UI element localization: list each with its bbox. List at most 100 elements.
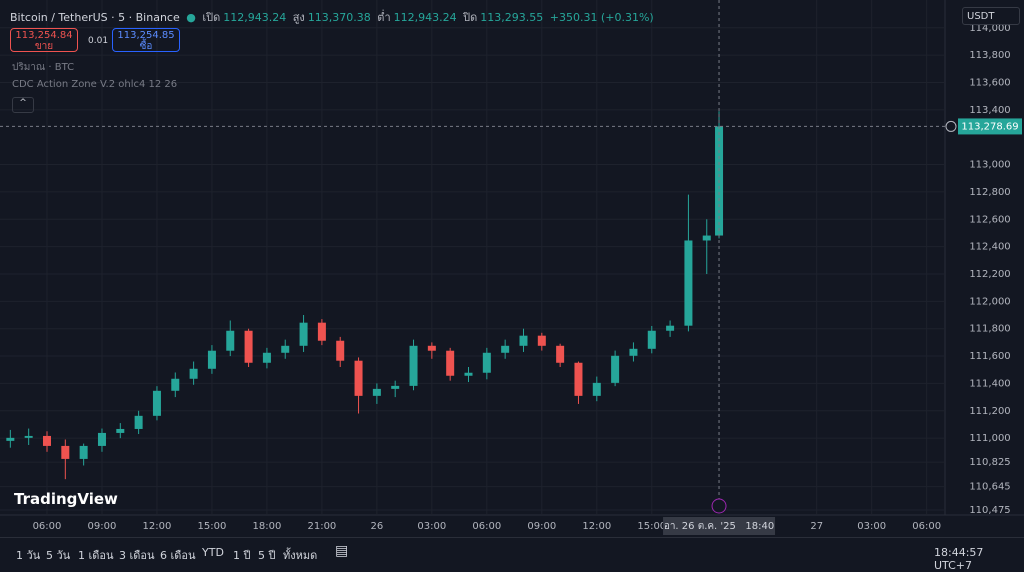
high-value: 113,370.38: [307, 11, 371, 24]
y-tick-label: 110,645: [969, 482, 1010, 493]
range-button[interactable]: YTD: [202, 546, 224, 559]
crosshair-label-box: [663, 517, 776, 535]
candle-body: [171, 378, 180, 391]
candle-body: [244, 330, 253, 363]
low-label: ต่ำ: [377, 11, 391, 24]
bottom-toolbar: 1 วัน 5 วัน 1 เดือน 3 เดือน 6 เดือน YTD …: [0, 537, 1024, 572]
x-tick-label: 21:00: [307, 521, 336, 532]
candle-body: [42, 435, 51, 446]
candle-body: [6, 437, 15, 441]
date-range-icon[interactable]: ▤: [335, 543, 349, 559]
open-value: 112,943.24: [223, 11, 287, 24]
event-marker: [711, 498, 727, 514]
close-label: ปิด: [463, 11, 478, 24]
candle-body: [336, 340, 345, 361]
range-button[interactable]: 1 เดือน: [78, 549, 114, 562]
candle-body: [226, 330, 235, 351]
logo: TradingView: [14, 490, 118, 508]
candle-body: [537, 335, 546, 346]
buy-label: ซื้อ: [139, 41, 153, 52]
range-button[interactable]: 3 เดือน: [119, 549, 155, 562]
symbol[interactable]: Bitcoin / TetherUS · 5 · Binance: [10, 11, 180, 24]
y-tick-label: 114,000: [969, 23, 1010, 34]
cdc-indicator[interactable]: CDC Action Zone V.2 ohlc4 12 26: [12, 79, 178, 90]
y-tick-label: 113,800: [969, 50, 1010, 61]
candle-body: [116, 428, 125, 433]
sell-price: 113,254.84: [15, 30, 73, 41]
x-tick-label: 09:00: [88, 521, 117, 532]
close-value: 113,293.55: [480, 11, 544, 24]
candle-body: [391, 385, 400, 389]
candle-body: [702, 235, 711, 241]
buy-price: 113,254.85: [117, 30, 175, 41]
spread: 0.01: [88, 36, 109, 46]
y-tick-label: 112,600: [969, 214, 1010, 225]
y-tick-label: 112,800: [969, 187, 1010, 198]
sell-label: ขาย: [34, 41, 54, 52]
y-tick-label: 112,200: [969, 269, 1010, 280]
low-value: 112,943.24: [393, 11, 457, 24]
y-tick-label: 112,400: [969, 242, 1010, 253]
y-tick-label: 110,475: [969, 505, 1010, 516]
candle-body: [464, 372, 473, 376]
candle-body: [189, 368, 198, 379]
x-tick-label: 12:00: [582, 521, 611, 532]
high-label: สูง: [292, 11, 305, 24]
open-label: เปิด: [202, 11, 221, 24]
y-tick-label: 111,200: [969, 406, 1010, 417]
change: +350.31 (+0.31%): [549, 11, 654, 24]
candle-body: [482, 352, 491, 373]
range-button[interactable]: ทั้งหมด: [283, 549, 318, 562]
y-tick-label: 110,825: [969, 457, 1010, 468]
candle-body: [611, 355, 620, 383]
candle-body: [519, 335, 528, 346]
range-button[interactable]: 6 เดือน: [160, 549, 196, 562]
y-tick-label: 113,600: [969, 77, 1010, 88]
candle-body: [24, 435, 33, 438]
candle-body: [501, 345, 510, 353]
range-button[interactable]: 5 วัน: [46, 549, 71, 562]
candle-body: [97, 432, 106, 446]
sell-button[interactable]: 113,254.84 ขาย: [10, 28, 78, 52]
range-button[interactable]: 1 วัน: [16, 549, 41, 562]
candle-body: [629, 348, 638, 356]
x-tick-label: 06:00: [33, 521, 62, 532]
candle-body: [61, 445, 70, 459]
y-tick-label: 113,000: [969, 160, 1010, 171]
crosshair-label: อา. 26 ต.ค. '25 18:40: [664, 521, 774, 532]
candle-body: [262, 352, 271, 363]
candle-body: [207, 350, 216, 369]
x-tick-label: 12:00: [143, 521, 172, 532]
y-tick-label: 112,000: [969, 296, 1010, 307]
currency-select[interactable]: USDT: [962, 7, 1020, 25]
candle-body: [684, 240, 693, 326]
clock: 18:44:57 UTC+7: [934, 546, 984, 572]
candle-body: [372, 388, 381, 396]
price-label-box: [958, 118, 1022, 135]
candle-body: [354, 360, 363, 396]
range-button[interactable]: 5 ปี: [258, 549, 276, 562]
candle-body: [666, 325, 675, 331]
symbol-header: Bitcoin / TetherUS · 5 · Binance ● เปิด 1…: [10, 11, 654, 24]
volume-indicator[interactable]: ปริมาณ · BTC: [12, 62, 75, 73]
buy-button[interactable]: 113,254.85 ซื้อ: [112, 28, 180, 52]
candle-body: [134, 415, 143, 429]
collapse-button[interactable]: ^: [12, 97, 34, 113]
candle-body: [317, 322, 326, 341]
candle-body: [409, 345, 418, 386]
y-tick-label: 111,600: [969, 351, 1010, 362]
candle-body: [427, 345, 436, 351]
range-button[interactable]: 1 ปี: [233, 549, 251, 562]
y-tick-label: 111,000: [969, 433, 1010, 444]
x-tick-label: 15:00: [198, 521, 227, 532]
y-tick-label: 111,400: [969, 378, 1010, 389]
candle-body: [574, 362, 583, 396]
x-tick-label: 03:00: [417, 521, 446, 532]
candle-body: [152, 390, 161, 416]
x-tick-label: 18:00: [252, 521, 281, 532]
y-tick-label: 111,800: [969, 324, 1010, 335]
x-tick-label: 09:00: [527, 521, 556, 532]
add-alert-button: [945, 120, 957, 132]
